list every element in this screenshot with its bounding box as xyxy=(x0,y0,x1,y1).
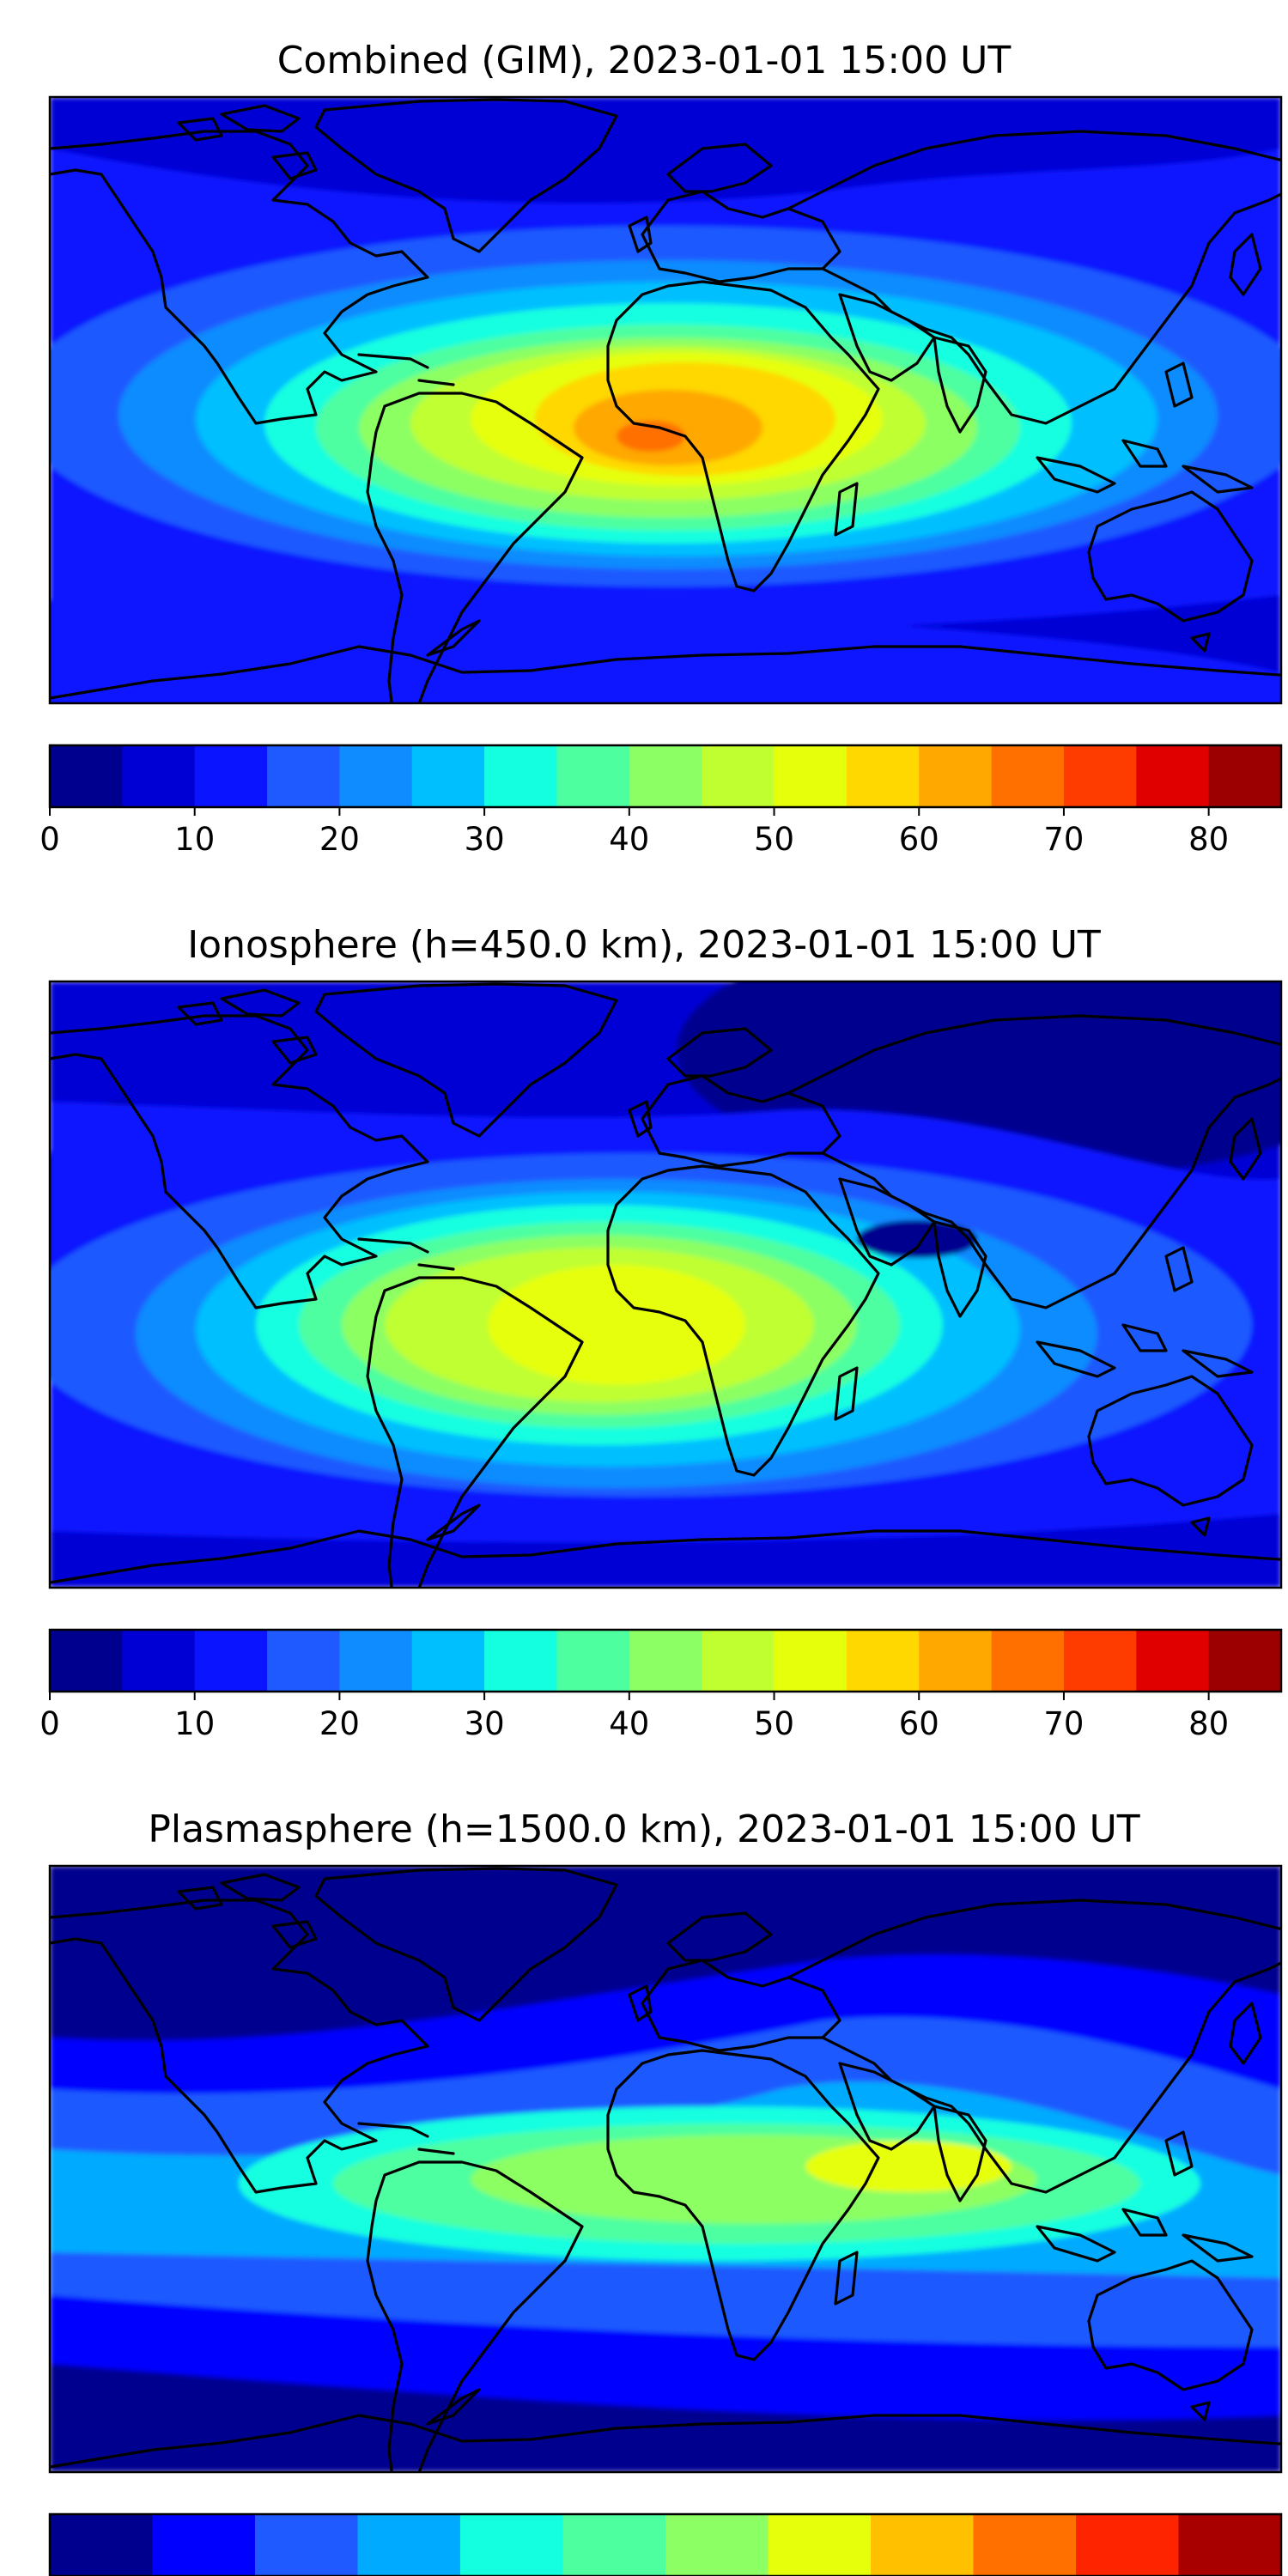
colorbar-swatch xyxy=(774,1630,848,1692)
colorbar-swatch xyxy=(1136,745,1210,807)
colorbar-tick-label: 80 xyxy=(1188,821,1229,858)
colorbar-swatch xyxy=(1076,2514,1180,2576)
colorbar-tick-label: 60 xyxy=(899,1705,939,1742)
panel-plasmasphere: Plasmasphere (h=1500.0 km), 2023-01-01 1… xyxy=(48,1807,1283,2576)
colorbar-swatch xyxy=(50,745,123,807)
contour-field-plasmasphere xyxy=(50,1866,1281,2472)
colorbar-frame xyxy=(48,744,1283,809)
colorbar-swatch xyxy=(629,1630,702,1692)
colorbar-swatch xyxy=(122,1630,196,1692)
colorbar-swatch xyxy=(484,745,558,807)
colorbar-swatch xyxy=(774,745,848,807)
colorbar-tick-label: 40 xyxy=(609,1705,649,1742)
colorbar-tick-label: 0 xyxy=(39,821,60,858)
colorbar-swatch xyxy=(1208,745,1282,807)
title-plasmasphere: Plasmasphere (h=1500.0 km), 2023-01-01 1… xyxy=(148,1807,1139,1851)
colorbar-tick-label: 50 xyxy=(754,821,794,858)
colorbar-swatch xyxy=(846,745,920,807)
colorbar-tick-label: 10 xyxy=(174,821,215,858)
colorbar-tick-label: 70 xyxy=(1043,821,1084,858)
colorbar-combined: 0 10 20 30 40 50 60 70 80 xyxy=(39,744,1283,858)
colorbar-swatch xyxy=(194,745,268,807)
colorbar-swatch xyxy=(1063,745,1137,807)
colorbar-swatch xyxy=(267,1630,341,1692)
colorbar-swatch xyxy=(255,2514,359,2576)
colorbar-swatch xyxy=(919,745,993,807)
colorbar-swatch xyxy=(846,1630,920,1692)
colorbar-swatch xyxy=(665,2514,769,2576)
colorbar-swatch xyxy=(1208,1630,1282,1692)
map-frame-plasmasphere xyxy=(48,1864,1283,2474)
map-combined xyxy=(48,95,1283,705)
colorbar-frame xyxy=(48,2512,1283,2576)
colorbar-swatch xyxy=(556,1630,630,1692)
colorbar-tick-label: 0 xyxy=(39,1705,60,1742)
colorbar-swatch xyxy=(991,1630,1065,1692)
colorbar-swatch xyxy=(702,745,775,807)
colorbar-tick-label: 40 xyxy=(609,821,649,858)
colorbar-swatch xyxy=(1136,1630,1210,1692)
colorbar-tick-label: 70 xyxy=(1043,1705,1084,1742)
colorbar-plasmasphere: 051015202530 xyxy=(48,2512,1283,2576)
map-frame-combined xyxy=(48,95,1283,705)
colorbar-tick-label: 30 xyxy=(465,1705,505,1742)
title-combined: Combined (GIM), 2023-01-01 15:00 UT xyxy=(277,39,1012,82)
colorbar-swatch xyxy=(460,2514,564,2576)
colorbar-swatch xyxy=(122,745,196,807)
colorbar-swatch xyxy=(411,745,485,807)
map-ionosphere xyxy=(48,980,1283,1589)
colorbar-swatch xyxy=(768,2514,872,2576)
colorbar-tick-label: 10 xyxy=(174,1705,215,1742)
colorbar-swatch xyxy=(556,745,630,807)
colorbar-swatch xyxy=(871,2514,975,2576)
colorbar-swatch xyxy=(702,1630,775,1692)
colorbar-frame xyxy=(48,1628,1283,1693)
colorbar-swatch xyxy=(339,745,413,807)
colorbar-tick-label: 50 xyxy=(754,1705,794,1742)
colorbar-swatch xyxy=(152,2514,256,2576)
contour-field-ionosphere xyxy=(50,981,1281,1588)
colorbar-tick-label: 20 xyxy=(319,1705,360,1742)
colorbar-swatch xyxy=(1178,2514,1282,2576)
colorbar-tick-label: 20 xyxy=(319,821,360,858)
colorbar-swatch xyxy=(973,2514,1077,2576)
map-plasmasphere xyxy=(48,1864,1283,2474)
title-ionosphere: Ionosphere (h=450.0 km), 2023-01-01 15:0… xyxy=(187,923,1101,967)
colorbar-ionosphere: 0 10 20 30 40 50 60 70 80 xyxy=(39,1628,1283,1742)
colorbar-swatch xyxy=(991,745,1065,807)
colorbar-swatch xyxy=(1063,1630,1137,1692)
colorbar-swatch xyxy=(484,1630,558,1692)
colorbar-swatch xyxy=(267,745,341,807)
colorbar-swatch xyxy=(919,1630,993,1692)
colorbar-swatch xyxy=(411,1630,485,1692)
colorbar-swatch xyxy=(339,1630,413,1692)
colorbar-swatch xyxy=(50,2514,154,2576)
colorbar-swatch xyxy=(357,2514,461,2576)
contour-field-combined xyxy=(50,97,1281,703)
colorbar-tick-label: 80 xyxy=(1188,1705,1229,1742)
colorbar-tick-label: 60 xyxy=(899,821,939,858)
colorbar-tick-label: 30 xyxy=(465,821,505,858)
colorbar-swatch xyxy=(50,1630,123,1692)
panel-combined: Combined (GIM), 2023-01-01 15:00 UT xyxy=(39,39,1283,858)
map-frame-ionosphere xyxy=(48,980,1283,1589)
colorbar-swatch xyxy=(629,745,702,807)
colorbar-swatch xyxy=(562,2514,666,2576)
colorbar-swatch xyxy=(194,1630,268,1692)
panel-ionosphere: Ionosphere (h=450.0 km), 2023-01-01 15:0… xyxy=(39,923,1283,1742)
